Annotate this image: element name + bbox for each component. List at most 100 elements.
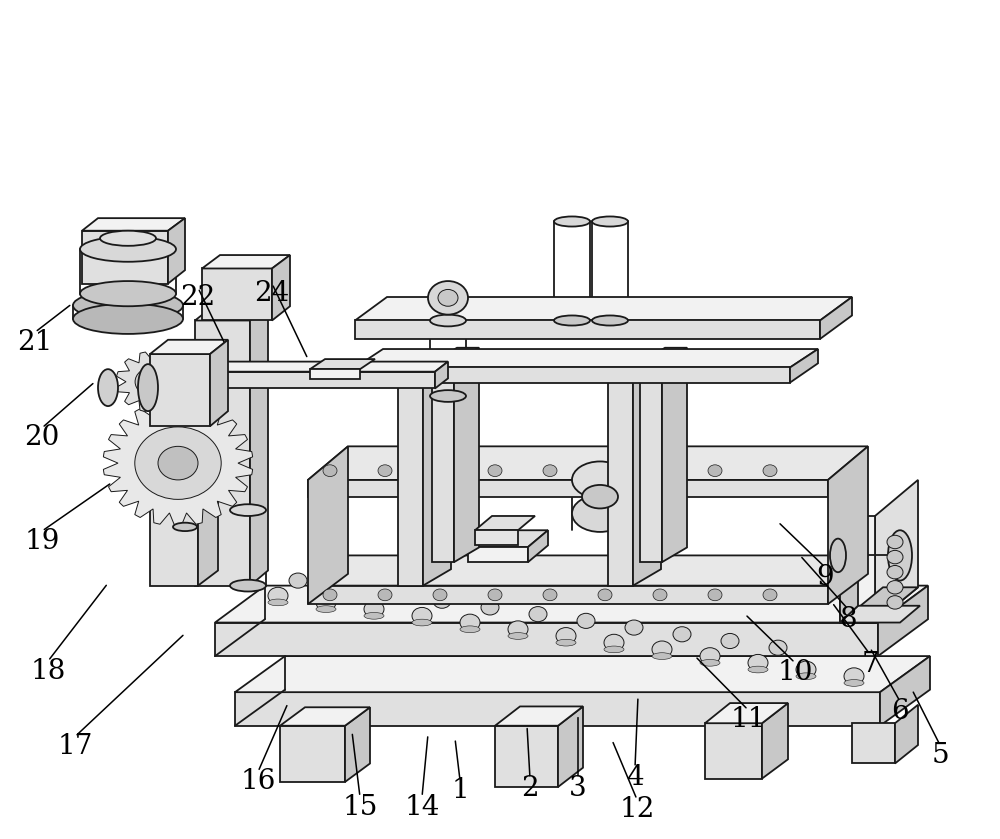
Circle shape bbox=[488, 589, 502, 601]
Polygon shape bbox=[495, 726, 558, 787]
Ellipse shape bbox=[460, 626, 480, 633]
Circle shape bbox=[438, 289, 458, 306]
Circle shape bbox=[529, 607, 547, 622]
Polygon shape bbox=[310, 369, 360, 379]
Ellipse shape bbox=[100, 231, 156, 246]
Ellipse shape bbox=[173, 523, 197, 531]
Polygon shape bbox=[117, 352, 187, 411]
Polygon shape bbox=[662, 347, 687, 562]
Circle shape bbox=[543, 465, 557, 477]
Polygon shape bbox=[170, 372, 435, 388]
Ellipse shape bbox=[508, 633, 528, 639]
Circle shape bbox=[135, 367, 169, 396]
Ellipse shape bbox=[652, 653, 672, 659]
Polygon shape bbox=[875, 480, 918, 623]
Ellipse shape bbox=[700, 659, 720, 666]
Ellipse shape bbox=[230, 580, 266, 591]
Circle shape bbox=[700, 648, 720, 664]
Polygon shape bbox=[202, 255, 290, 268]
Polygon shape bbox=[468, 530, 548, 547]
Circle shape bbox=[653, 589, 667, 601]
Circle shape bbox=[378, 465, 392, 477]
Polygon shape bbox=[705, 723, 762, 779]
Polygon shape bbox=[878, 586, 928, 656]
Polygon shape bbox=[82, 218, 185, 231]
Text: 2: 2 bbox=[521, 775, 539, 802]
Polygon shape bbox=[355, 297, 852, 320]
Polygon shape bbox=[398, 351, 451, 367]
Circle shape bbox=[748, 654, 768, 671]
Polygon shape bbox=[895, 705, 918, 763]
Polygon shape bbox=[840, 587, 918, 623]
Polygon shape bbox=[790, 349, 818, 383]
Polygon shape bbox=[82, 231, 168, 284]
Polygon shape bbox=[640, 362, 662, 562]
Circle shape bbox=[481, 600, 499, 615]
Polygon shape bbox=[202, 268, 272, 320]
Ellipse shape bbox=[604, 646, 624, 653]
Ellipse shape bbox=[748, 666, 768, 673]
Circle shape bbox=[385, 586, 403, 602]
Ellipse shape bbox=[138, 364, 158, 411]
Polygon shape bbox=[432, 362, 454, 562]
Text: 10: 10 bbox=[777, 659, 813, 686]
Polygon shape bbox=[210, 340, 228, 426]
Polygon shape bbox=[475, 530, 518, 545]
Circle shape bbox=[289, 573, 307, 588]
Text: 14: 14 bbox=[404, 794, 440, 821]
Text: 1: 1 bbox=[451, 777, 469, 804]
Polygon shape bbox=[608, 351, 661, 367]
Ellipse shape bbox=[554, 216, 590, 227]
Circle shape bbox=[763, 589, 777, 601]
Text: 6: 6 bbox=[891, 698, 909, 725]
Circle shape bbox=[763, 465, 777, 477]
Circle shape bbox=[433, 465, 447, 477]
Polygon shape bbox=[495, 706, 583, 726]
Ellipse shape bbox=[592, 216, 628, 227]
Ellipse shape bbox=[173, 403, 197, 411]
Polygon shape bbox=[468, 547, 528, 562]
Circle shape bbox=[364, 601, 384, 618]
Circle shape bbox=[625, 620, 643, 635]
Circle shape bbox=[673, 627, 691, 642]
Circle shape bbox=[844, 668, 864, 685]
Circle shape bbox=[412, 607, 432, 624]
Polygon shape bbox=[633, 351, 661, 586]
Text: 15: 15 bbox=[342, 794, 378, 821]
Text: 17: 17 bbox=[57, 733, 93, 760]
Polygon shape bbox=[475, 516, 535, 530]
Ellipse shape bbox=[230, 504, 266, 516]
Polygon shape bbox=[308, 446, 348, 604]
Polygon shape bbox=[150, 485, 198, 586]
Circle shape bbox=[769, 640, 787, 655]
Circle shape bbox=[721, 633, 739, 649]
Polygon shape bbox=[310, 359, 375, 369]
Polygon shape bbox=[345, 707, 370, 782]
Polygon shape bbox=[198, 470, 218, 586]
Polygon shape bbox=[150, 354, 210, 426]
Circle shape bbox=[887, 565, 903, 579]
Circle shape bbox=[428, 281, 468, 315]
Text: 20: 20 bbox=[24, 425, 60, 451]
Ellipse shape bbox=[73, 304, 183, 334]
Circle shape bbox=[796, 661, 816, 678]
Circle shape bbox=[887, 535, 903, 549]
Circle shape bbox=[652, 641, 672, 658]
Circle shape bbox=[598, 589, 612, 601]
Polygon shape bbox=[762, 703, 788, 779]
Text: 4: 4 bbox=[626, 764, 644, 791]
Polygon shape bbox=[840, 606, 920, 623]
Circle shape bbox=[887, 596, 903, 609]
Text: 7: 7 bbox=[861, 651, 879, 678]
Ellipse shape bbox=[556, 639, 576, 646]
Circle shape bbox=[577, 613, 595, 628]
Ellipse shape bbox=[830, 539, 846, 572]
Circle shape bbox=[158, 446, 198, 480]
Ellipse shape bbox=[268, 599, 288, 606]
Text: 22: 22 bbox=[180, 284, 216, 311]
Polygon shape bbox=[528, 530, 548, 562]
Circle shape bbox=[887, 550, 903, 564]
Ellipse shape bbox=[844, 680, 864, 686]
Polygon shape bbox=[880, 656, 930, 726]
Ellipse shape bbox=[430, 315, 466, 326]
